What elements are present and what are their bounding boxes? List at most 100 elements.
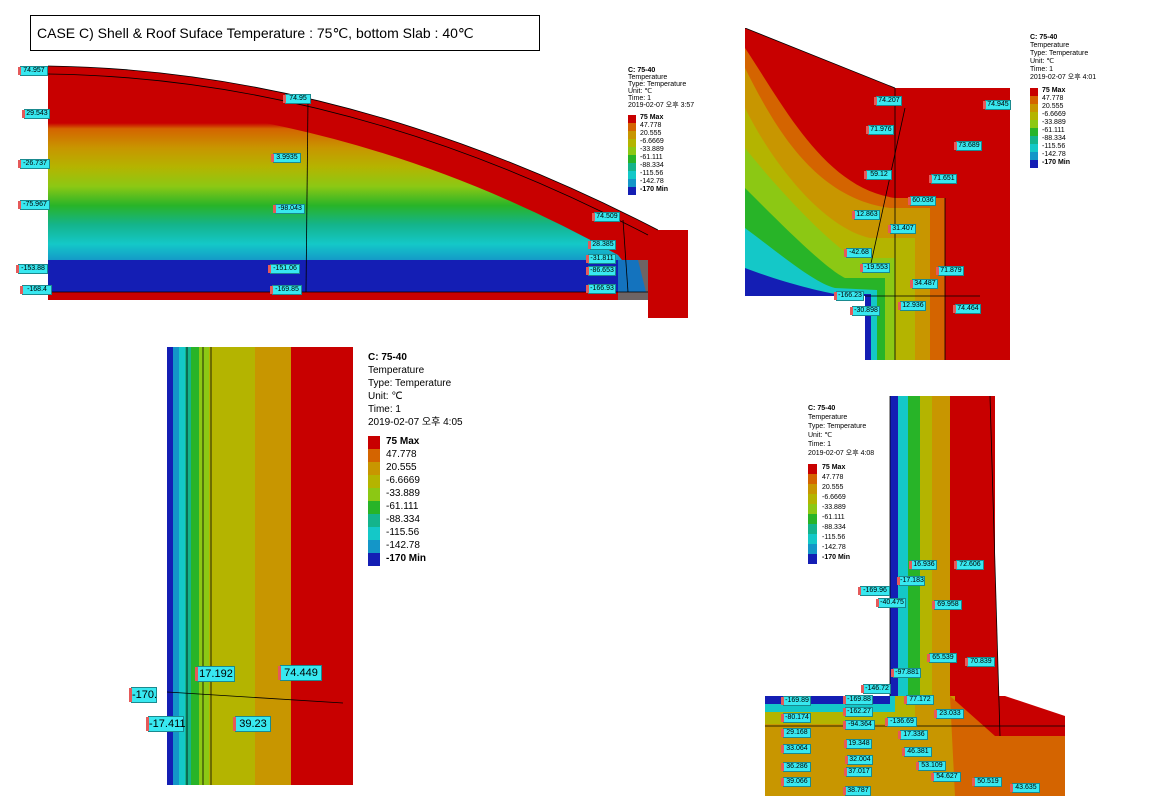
wall-legend-label: 75 Max — [386, 436, 420, 447]
base-probe-label: 32.004 — [845, 755, 873, 765]
roof-legend-label: 20.555 — [640, 130, 662, 137]
wall-legend-label: 47.778 — [386, 449, 417, 460]
corner-legend-swatch — [1030, 136, 1038, 144]
corner-legend-swatch — [1030, 152, 1038, 160]
roof-legend-swatch — [628, 163, 636, 171]
roof-probe-label: -168.4 — [20, 285, 52, 295]
base-probe-label: 53.109 — [916, 761, 946, 771]
roof-legend-type-name: Temperature — [628, 74, 668, 81]
base-probe-label: 54.627 — [931, 772, 961, 782]
roof-legend-swatch — [628, 123, 636, 131]
roof-legend-label: -6.6669 — [640, 138, 664, 145]
base-probe-label: 33.064 — [781, 744, 811, 754]
roof-legend-label: -33.889 — [640, 146, 664, 153]
base-probe-label: -162.27 — [843, 707, 873, 717]
wall-legend-label: -88.334 — [386, 514, 420, 525]
corner-probe-label: 12.936 — [898, 301, 926, 311]
corner-probe-label: 74.945 — [983, 100, 1011, 110]
base-legend-swatch — [808, 474, 817, 484]
corner-probe-label: 60.036 — [908, 196, 936, 206]
corner-legend-case: C: 75-40 — [1030, 34, 1058, 41]
base-probe-label: 29.168 — [781, 728, 811, 738]
roof-probe-label: 29.543 — [22, 109, 50, 119]
corner-legend-label: -115.56 — [1042, 143, 1066, 150]
wall-probe-label: 17.192 — [195, 666, 235, 682]
roof-probe-label: -169.85 — [270, 285, 302, 295]
corner-probe-label: -42.68 — [844, 248, 872, 258]
roof-legend-label: 75 Max — [640, 114, 664, 121]
corner-probe-label: 71.976 — [866, 125, 894, 135]
corner-legend-swatch — [1030, 144, 1038, 152]
roof-probe-label: 3.9935 — [271, 153, 301, 163]
corner-legend-swatch — [1030, 120, 1038, 128]
wall-legend: C: 75-40 Temperature Type: Temperature U… — [368, 351, 463, 568]
base-probe-label: 23.033 — [934, 709, 964, 719]
roof-probe-label: 74.957 — [18, 66, 48, 76]
corner-contour — [745, 28, 1015, 360]
base-legend-label: -142.78 — [822, 544, 846, 551]
base-probe-label: -80.174 — [781, 713, 811, 723]
base-legend-label: -115.56 — [822, 534, 846, 541]
base-legend-swatch — [808, 514, 817, 524]
wall-legend-time: Time: 1 — [368, 404, 401, 415]
roof-legend-unit: Unit: ℃ — [628, 88, 653, 95]
base-legend-time: Time: 1 — [808, 441, 832, 448]
base-probe-label: -169.89 — [781, 696, 811, 706]
wall-legend-type: Type: Temperature — [368, 378, 452, 389]
roof-contour — [47, 65, 688, 318]
roof-probe-label: -31.811 — [586, 254, 616, 264]
base-contour — [765, 396, 1065, 796]
base-legend-swatch — [808, 494, 817, 504]
base-probe-label: 69.958 — [932, 600, 962, 610]
corner-legend-label: -142.78 — [1042, 151, 1066, 158]
base-legend-label: -6.6669 — [822, 494, 846, 501]
base-probe-label: -17.183 — [897, 576, 925, 586]
base-probe-label: 17.336 — [898, 730, 928, 740]
base-probe-label: 43.635 — [1010, 783, 1040, 793]
corner-legend-time: Time: 1 — [1030, 66, 1054, 73]
base-legend-swatch — [808, 504, 817, 514]
corner-legend: C: 75-40 Temperature Type: Temperature U… — [1030, 34, 1096, 168]
corner-legend-swatch — [1030, 104, 1038, 112]
wall-legend-swatch — [368, 527, 380, 540]
corner-legend-label: -61.111 — [1042, 127, 1065, 134]
base-probe-label: -169.96 — [858, 586, 890, 596]
corner-probe-label: 71.879 — [936, 266, 964, 276]
roof-panel — [18, 60, 688, 322]
wall-legend-swatch — [368, 540, 380, 553]
corner-probe-label: 71.651 — [929, 174, 957, 184]
roof-probe-label: -86.653 — [586, 266, 616, 276]
base-probe-label: 39.066 — [781, 777, 811, 787]
corner-legend-label: 20.555 — [1042, 103, 1064, 110]
base-probe-label: 65.539 — [927, 653, 957, 663]
corner-legend-label: -170 Min — [1042, 159, 1071, 166]
base-probe-label: 36.286 — [781, 762, 811, 772]
roof-probe-label: -75.967 — [18, 200, 50, 210]
base-probe-label: 38.787 — [843, 786, 871, 796]
roof-legend-time: Time: 1 — [628, 95, 652, 102]
base-legend-label: -61.111 — [822, 514, 845, 521]
roof-legend-label: -170 Min — [640, 186, 669, 193]
corner-legend-unit: Unit: ℃ — [1030, 58, 1055, 65]
roof-probe-label: -166.93 — [586, 284, 616, 294]
corner-probe-label: 74.464 — [953, 304, 981, 314]
roof-legend-swatch — [628, 171, 636, 179]
wall-legend-case: C: 75-40 — [368, 352, 407, 363]
corner-legend-label: 47.778 — [1042, 95, 1064, 102]
roof-legend-label: -115.56 — [640, 170, 664, 177]
base-probe-label: -97.881 — [891, 668, 921, 678]
base-legend-swatch — [808, 464, 817, 474]
base-probe-label: -146.72 — [861, 684, 891, 694]
wall-legend-swatch — [368, 462, 380, 475]
base-probe-label: 19.348 — [844, 739, 872, 749]
corner-probe-label: 12.863 — [852, 210, 880, 220]
corner-legend-label: -6.6669 — [1042, 111, 1066, 118]
base-legend-type-name: Temperature — [808, 414, 848, 421]
wall-legend-label: -142.78 — [386, 540, 420, 551]
base-probe-label: 16.936 — [909, 560, 937, 570]
base-legend-swatch — [808, 554, 817, 564]
base-probe-label: 77.172 — [904, 695, 934, 705]
roof-probe-label: -98.043 — [273, 204, 305, 214]
wall-legend-label: -61.111 — [386, 501, 419, 512]
roof-legend-label: 47.778 — [640, 122, 662, 129]
